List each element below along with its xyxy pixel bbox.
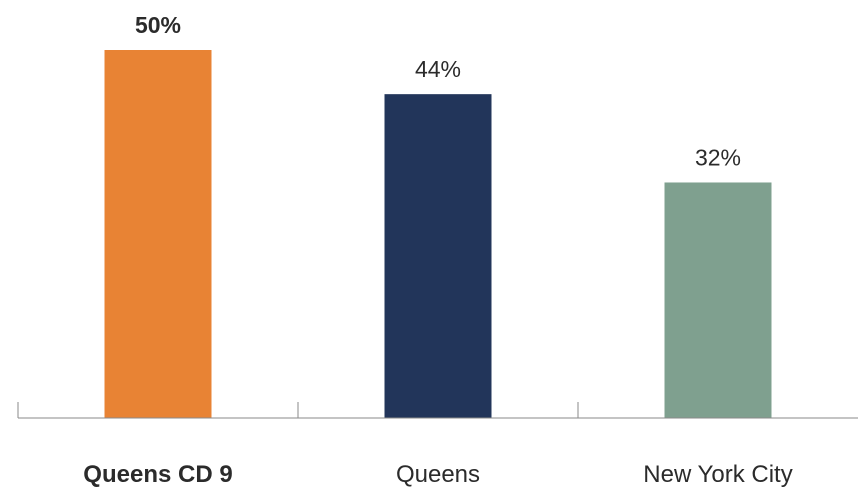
category-label-new-york-city: New York City: [643, 461, 792, 488]
bar-new-york-city: [664, 182, 772, 418]
value-labels-layer: 50% 44% 32%: [135, 12, 741, 170]
bars-layer: [104, 50, 772, 418]
category-label-queens-cd-9: Queens CD 9: [83, 461, 232, 488]
bar-queens-cd-9: [104, 50, 212, 418]
value-label-new-york-city: 32%: [695, 144, 741, 170]
value-label-queens-cd-9: 50%: [135, 12, 181, 38]
category-label-queens: Queens: [396, 461, 480, 488]
category-labels: Queens CD 9 Queens New York City: [83, 461, 792, 488]
value-label-queens: 44%: [415, 56, 461, 82]
bar-queens: [384, 94, 492, 418]
x-axis-ticks: [17, 402, 579, 418]
